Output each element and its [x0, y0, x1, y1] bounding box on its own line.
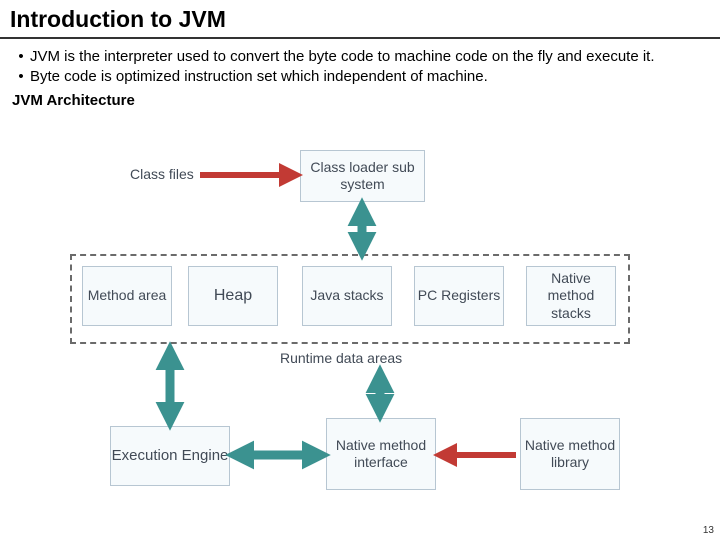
page-title: Introduction to JVM [0, 0, 720, 39]
diagram-arrows [70, 150, 690, 520]
bullet-list: • JVM is the interpreter used to convert… [0, 39, 720, 90]
bullet-text: JVM is the interpreter used to convert t… [30, 47, 655, 67]
subheading: JVM Architecture [0, 90, 720, 111]
bullet-item: • JVM is the interpreter used to convert… [12, 47, 708, 67]
bullet-item: • Byte code is optimized instruction set… [12, 67, 708, 87]
page-number: 13 [703, 525, 714, 536]
bullet-text: Byte code is optimized instruction set w… [30, 67, 488, 87]
jvm-architecture-diagram: Class files Class loader sub system Meth… [70, 150, 690, 520]
